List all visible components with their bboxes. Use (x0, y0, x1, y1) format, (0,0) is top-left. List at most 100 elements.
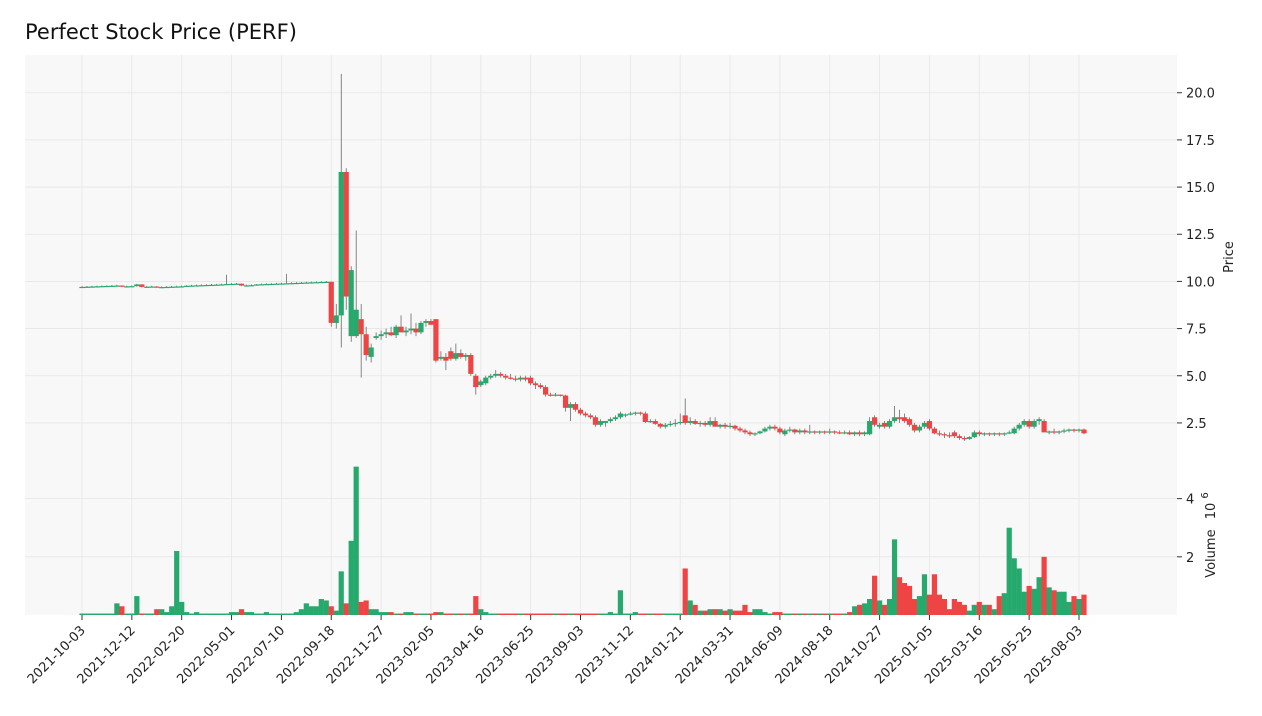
candle-body (1071, 429, 1077, 431)
candle-body (712, 421, 718, 427)
candle-body (134, 284, 140, 287)
volume-bar (562, 613, 569, 615)
volume-bar (946, 609, 952, 615)
candle-body (218, 284, 225, 286)
volume-bar (488, 613, 494, 615)
candle-body (363, 334, 369, 355)
candle-body (991, 433, 997, 435)
candle-body (1046, 431, 1052, 433)
candle-body (697, 422, 703, 425)
candle-body (652, 421, 658, 424)
volume-bar (602, 613, 609, 615)
candle-body (797, 430, 803, 433)
candle-body (752, 433, 758, 435)
candle-body (812, 431, 818, 433)
volume-bar (931, 574, 938, 615)
volume-bar (218, 613, 225, 615)
price-tick-label: 12.5 (1186, 228, 1215, 243)
volume-plot-background (25, 455, 1177, 615)
candle-body (817, 431, 823, 433)
volume-bar (722, 610, 728, 615)
candle-body (1011, 428, 1017, 434)
volume-bar (333, 610, 339, 615)
candle-body (223, 284, 230, 286)
svg-text:Volume 10 6: Volume 10 6 (1200, 492, 1219, 578)
candle-body (891, 417, 898, 422)
candle-body (827, 431, 833, 433)
volume-bar (124, 613, 130, 615)
candle-body (552, 394, 559, 396)
volume-bar (338, 571, 344, 615)
candle-body (877, 424, 883, 427)
candle-body (807, 431, 813, 433)
volume-bar (742, 604, 748, 615)
candle-body (702, 422, 708, 425)
volume-bar (612, 613, 618, 615)
volume-bar (403, 612, 409, 615)
candle-body (986, 433, 992, 435)
candle-body (692, 421, 698, 424)
volume-bar (243, 612, 250, 615)
volume-bar (468, 613, 474, 615)
candle-body (184, 285, 190, 287)
candle-body (388, 332, 394, 336)
candle-body (538, 385, 544, 388)
candle-body (727, 425, 733, 427)
volume-bar (792, 613, 798, 615)
volume-bar (767, 613, 773, 615)
candle-body (1081, 429, 1087, 434)
candle-body (149, 286, 155, 288)
candle-body (592, 417, 599, 425)
candle-body (847, 432, 853, 435)
candle-body (533, 383, 539, 386)
candle-body (722, 424, 728, 427)
candle-body (787, 429, 793, 431)
volume-bar (572, 613, 579, 615)
candle-body (463, 355, 469, 357)
candle-body (1051, 431, 1057, 433)
candle-body (946, 435, 952, 437)
volume-bar (1011, 558, 1017, 615)
volume-bar (682, 568, 688, 615)
candle-body (896, 417, 903, 420)
price-tick-label: 7.5 (1186, 323, 1207, 338)
candle-body (906, 419, 913, 425)
volume-bar (453, 613, 459, 615)
volume-bar (727, 609, 733, 615)
candle-body (582, 413, 589, 416)
volume-bar (642, 613, 648, 615)
volume-bar (498, 613, 504, 615)
volume-bar (552, 613, 559, 615)
volume-bar (283, 613, 289, 615)
candle-body (124, 286, 130, 288)
volume-panel: 24 (25, 455, 1194, 615)
volume-bar (951, 599, 957, 615)
volume-bar (223, 613, 230, 615)
volume-bar (697, 610, 703, 615)
volume-bar (353, 466, 359, 615)
volume-bar (777, 612, 783, 615)
candle-body (293, 282, 299, 285)
volume-bar (99, 613, 105, 615)
candle-body (129, 286, 135, 288)
candle-body (428, 321, 434, 325)
volume-bar (313, 606, 319, 615)
volume-bar (523, 613, 529, 615)
volume-bar (717, 609, 723, 615)
volume-bar (1021, 591, 1027, 615)
volume-bar (936, 594, 943, 615)
volume-bar (448, 613, 454, 615)
volume-bar (567, 613, 574, 615)
volume-bar (692, 604, 698, 615)
candle-body (179, 286, 185, 288)
volume-tick-label: 2 (1186, 551, 1194, 566)
volume-bar (189, 613, 195, 615)
volume-bar (657, 613, 663, 615)
volume-bar (418, 613, 424, 615)
candle-body (478, 381, 484, 386)
volume-bar (503, 613, 509, 615)
candle-body (956, 436, 962, 439)
candle-body (144, 286, 150, 288)
candle-body (99, 286, 105, 288)
candle-body (503, 375, 509, 378)
